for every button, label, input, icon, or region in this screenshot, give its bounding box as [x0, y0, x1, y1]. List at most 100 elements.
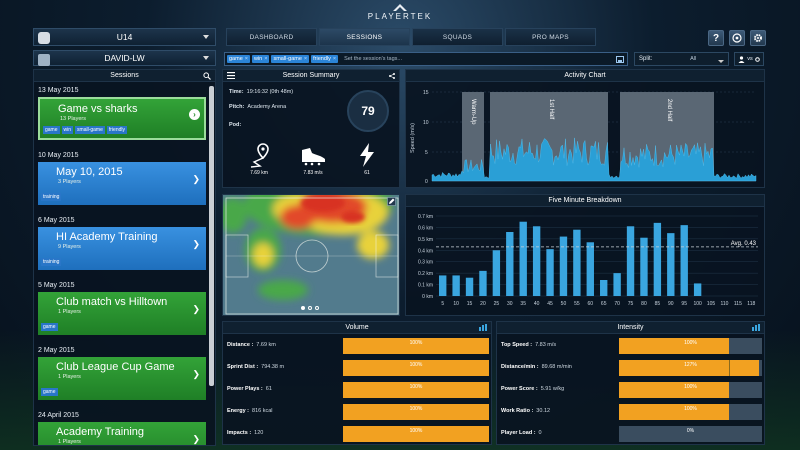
activity-ytick: 15 — [423, 90, 429, 96]
bar-chart-icon[interactable] — [479, 324, 487, 331]
pager-dot[interactable] — [301, 306, 305, 310]
split-select[interactable]: All — [658, 56, 728, 63]
bar — [559, 236, 568, 296]
metric-value: 816 kcal — [252, 408, 273, 414]
metric-value: 0 — [538, 430, 542, 436]
speed-value: 7.83 m/s — [303, 170, 323, 176]
edit-icon[interactable] — [387, 197, 396, 206]
x-tick-label: 15 — [467, 301, 473, 307]
compare-button[interactable]: vs — [734, 52, 764, 66]
chevron-down-icon — [203, 56, 209, 60]
chevron-right-icon[interactable]: ❯ — [192, 434, 200, 444]
split-label: Split: — [639, 56, 653, 62]
bar — [693, 283, 702, 296]
chevron-right-icon[interactable]: ❯ — [192, 369, 200, 379]
chevron-down-icon — [718, 60, 724, 63]
bar — [653, 222, 662, 296]
remove-tag-icon[interactable]: × — [332, 56, 337, 62]
remove-tag-icon[interactable]: × — [264, 56, 268, 62]
pager-dot[interactable] — [315, 306, 319, 310]
chevron-right-icon[interactable]: › — [189, 109, 200, 120]
session-card[interactable]: Game vs sharks 13 Players game win small… — [38, 97, 206, 140]
vs-label: vs — [747, 56, 753, 62]
tag-chip[interactable]: friendly × — [311, 55, 339, 63]
session-card[interactable]: Club League Cup Game 1 Players game ❯ — [38, 357, 206, 400]
tag-chip-label: small-game — [273, 56, 302, 62]
sessions-list[interactable]: 13 May 2015 Game vs sharks 13 Players ga… — [34, 83, 207, 445]
phase-label: 1st Half — [548, 99, 554, 120]
person-icon — [738, 55, 745, 63]
menu-icon[interactable] — [227, 72, 235, 79]
chevron-right-icon[interactable]: ❯ — [192, 239, 200, 249]
tab-dashboard[interactable]: DASHBOARD — [226, 28, 317, 46]
metric-value: 5.91 w/kg — [540, 386, 565, 392]
phase-warm-up — [462, 92, 484, 181]
team-selector[interactable]: U14 — [33, 28, 216, 46]
x-tick-label: 40 — [534, 301, 540, 307]
session-date: 24 April 2015 — [38, 412, 79, 419]
player-selector[interactable]: DAVID-LW — [33, 50, 216, 66]
tab-squads[interactable]: SQUADS — [412, 28, 503, 46]
tag-chip[interactable]: game × — [227, 55, 250, 63]
session-card[interactable]: HI Academy Training 9 Players training ❯ — [38, 227, 206, 270]
metric-label: Impacts :120 — [227, 430, 263, 436]
save-tags-icon[interactable] — [616, 56, 624, 63]
activity-chart-header: Activity Chart — [406, 70, 764, 82]
session-card[interactable]: May 10, 2015 3 Players training ❯ — [38, 162, 206, 205]
share-icon[interactable] — [389, 73, 395, 79]
metric-bar-fill — [619, 360, 759, 376]
average-label: Avg. 0.43 — [731, 241, 757, 247]
search-icon[interactable] — [203, 72, 211, 80]
session-date: 13 May 2015 — [38, 87, 79, 94]
help-button[interactable]: ? — [708, 30, 724, 46]
metric-value: 89.68 m/min — [541, 364, 572, 370]
metric-row: Player Load :0 0% — [497, 424, 764, 444]
session-card[interactable]: Club match vs Hilltown 1 Players game ❯ — [38, 292, 206, 335]
tag-chip[interactable]: small-game × — [271, 55, 310, 63]
session-players: 9 Players — [58, 244, 81, 250]
pager-dot[interactable] — [308, 306, 312, 310]
sessions-panel: Sessions 13 May 2015 Game vs sharks 13 P… — [33, 69, 216, 446]
x-tick-label: 55 — [574, 301, 580, 307]
pitch-value: Academy Arena — [247, 104, 287, 110]
session-tag: training — [41, 258, 62, 266]
chevron-right-icon[interactable]: ❯ — [192, 304, 200, 314]
tag-chip[interactable]: win × — [251, 55, 270, 63]
metric-bar: 100% — [343, 338, 489, 354]
time-label: Time: — [229, 89, 244, 95]
remove-tag-icon[interactable]: × — [303, 56, 308, 62]
metric-bar: 100% — [343, 360, 489, 376]
volume-title: Volume — [345, 324, 369, 331]
settings-button[interactable] — [750, 30, 766, 46]
metric-bar-fill — [343, 382, 489, 398]
settings-icon — [754, 34, 762, 42]
tag-chip-label: win — [253, 56, 263, 62]
bar — [640, 237, 648, 296]
bar — [626, 226, 635, 296]
bar — [479, 270, 487, 296]
x-tick-label: 100 — [693, 301, 702, 307]
team-button[interactable] — [729, 30, 745, 46]
bar-chart-icon[interactable] — [752, 324, 760, 331]
session-tags: training — [41, 193, 62, 201]
split-value: All — [690, 56, 697, 62]
session-card[interactable]: Academy Training 1 Players training ❯ — [38, 422, 206, 445]
chevron-down-icon — [203, 35, 209, 39]
tab-sessions[interactable]: SESSIONS — [319, 28, 410, 46]
activity-ytick: 0 — [425, 179, 428, 185]
metric-value: 61 — [265, 386, 272, 392]
session-tags-input[interactable]: game × win × small-game × friendly × Set the… — [224, 52, 628, 66]
chevron-right-icon[interactable]: ❯ — [192, 174, 200, 184]
metric-bar-fill — [619, 382, 729, 398]
activity-ytick: 5 — [425, 150, 428, 156]
bar — [506, 232, 514, 296]
pod-label: Pod: — [229, 122, 242, 128]
tab-pro-maps[interactable]: PRO MAPS — [505, 28, 596, 46]
session-pod-row: Pod: — [229, 122, 241, 128]
remove-tag-icon[interactable]: × — [244, 56, 248, 62]
metric-label: Work Ratio :30.12 — [501, 408, 550, 414]
sessions-scrollbar[interactable] — [209, 86, 214, 386]
metric-percent: 100% — [684, 340, 697, 346]
metric-name: Top Speed : — [501, 342, 533, 348]
session-title: HI Academy Training — [56, 231, 158, 243]
